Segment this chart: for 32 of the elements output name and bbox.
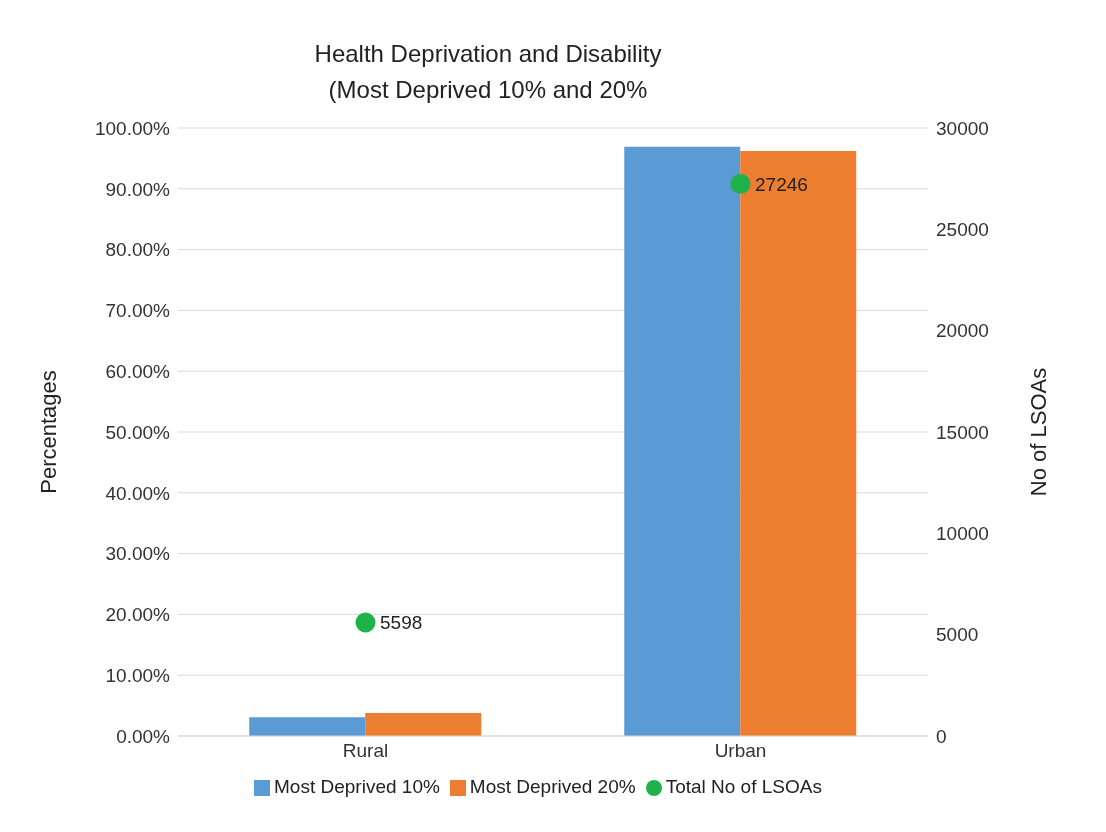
y2-tick-label: 0: [936, 725, 947, 747]
legend-label: Total No of LSOAs: [665, 776, 822, 797]
chart-title: Health Deprivation and Disability (Most Deprived 10% and 20%: [313, 39, 663, 105]
data-label: 27246: [755, 173, 808, 195]
y2-tick-label: 10000: [936, 523, 989, 545]
y-axis-title: Percentages: [35, 370, 61, 494]
y2-tick-label: 30000: [936, 117, 989, 139]
y2-tick-label: 5000: [936, 624, 979, 646]
y-tick-label: 100.00%: [94, 117, 171, 139]
y-tick-label: 10.00%: [105, 664, 171, 686]
y2-tick-label: 20000: [936, 320, 989, 342]
y-tick-label: 40.00%: [105, 482, 171, 504]
x-tick-label: Urban: [714, 740, 767, 762]
bar: [249, 717, 366, 736]
y2-tick-label: 25000: [936, 219, 989, 241]
y-tick-label: 60.00%: [105, 360, 171, 382]
y2-tick-label: 15000: [936, 421, 989, 443]
bar: [365, 712, 482, 736]
legend-label: Most Deprived 10%: [274, 776, 440, 797]
y-tick-label: 0.00%: [116, 725, 171, 747]
y2-axis-title: No of LSOAs: [1025, 367, 1051, 497]
y-tick-label: 20.00%: [105, 604, 171, 626]
bar: [624, 146, 741, 736]
data-label: 5598: [380, 612, 423, 634]
y-tick-label: 90.00%: [105, 178, 171, 200]
y-tick-label: 50.00%: [105, 421, 171, 443]
y-tick-label: 70.00%: [105, 300, 171, 322]
y-tick-label: 80.00%: [105, 239, 171, 261]
y-tick-label: 30.00%: [105, 543, 171, 565]
legend-label: Most Deprived 20%: [469, 776, 636, 797]
bar: [740, 151, 857, 736]
x-tick-label: Rural: [342, 740, 389, 762]
